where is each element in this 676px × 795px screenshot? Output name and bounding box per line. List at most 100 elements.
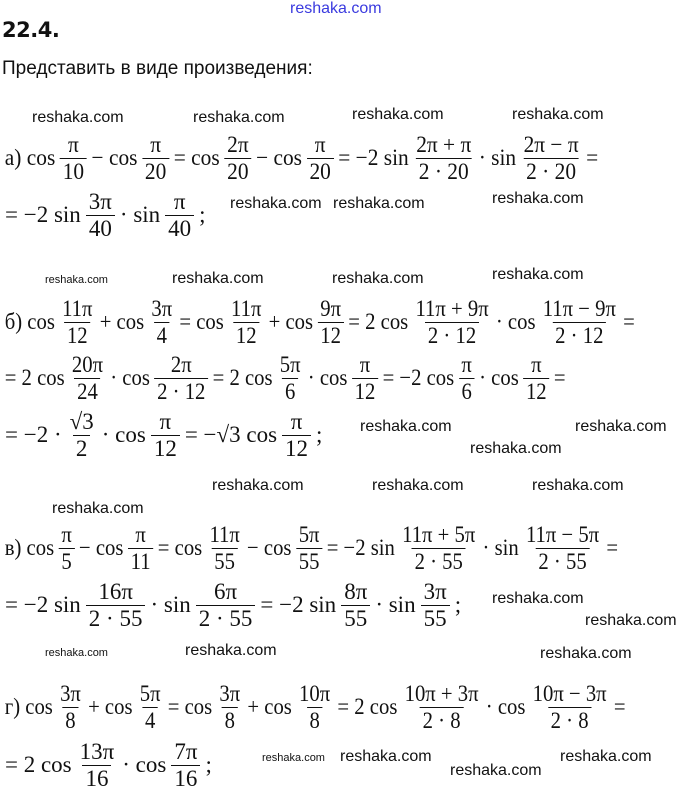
math-text: ; xyxy=(316,422,323,447)
fraction: 10π 8 xyxy=(296,681,333,734)
denominator: 12 xyxy=(282,434,312,462)
denominator: 8 xyxy=(62,706,79,734)
numerator: 11π xyxy=(62,295,93,321)
math-text: = xyxy=(623,309,635,334)
math-text: − cos xyxy=(247,535,292,560)
watermark: reshaka.com xyxy=(185,642,277,659)
denominator: 6 xyxy=(458,377,475,405)
fraction: 8π 55 xyxy=(341,578,371,632)
numerator: 5π xyxy=(139,680,161,706)
numerator: 5π xyxy=(279,351,301,377)
math-text: · cos xyxy=(307,365,348,390)
numerator: 7π xyxy=(174,738,198,764)
numerator: 3π xyxy=(60,680,81,706)
numerator: 11π + 5π xyxy=(402,521,476,547)
watermark: reshaka.com xyxy=(332,270,424,287)
fraction: 10π − 3π 2 · 8 xyxy=(530,681,609,734)
fraction: 11π − 9π 2 · 12 xyxy=(540,296,619,349)
denominator: 16 xyxy=(82,764,112,792)
math-text: · cos xyxy=(485,694,526,719)
math-text: · sin xyxy=(478,145,517,170)
numerator: π xyxy=(359,351,371,377)
watermark: reshaka.com xyxy=(45,647,108,659)
fraction: 10π + 3π 2 · 8 xyxy=(402,681,481,734)
fraction: √3 2 xyxy=(67,409,97,462)
fraction: 3π 8 xyxy=(217,681,243,734)
math-line-c-2: = −2 sin 16π 2 · 55 · sin 6π 2 · 55 = −2 sin 8π… xyxy=(2,575,464,635)
denominator: 20 xyxy=(224,157,252,185)
math-text: · sin xyxy=(482,535,519,560)
denominator: 40 xyxy=(165,214,195,242)
math-text: = −2 sin xyxy=(5,592,81,617)
fraction: 3π 8 xyxy=(57,681,83,734)
denominator: 12 xyxy=(64,321,91,349)
denominator: 2 xyxy=(72,434,91,462)
math-text: − cos xyxy=(256,145,302,170)
watermark: reshaka.com xyxy=(45,274,108,286)
math-line-a-1: а) cos π 10− cos π 20 = cos 2π 20− cos π 20 = −2 s… xyxy=(2,128,601,188)
watermark: reshaka.com xyxy=(532,477,624,494)
math-text: = 2 cos xyxy=(212,365,273,390)
denominator: 2 · 12 xyxy=(154,377,209,405)
watermark: reshaka.com xyxy=(32,109,124,126)
math-text: = cos xyxy=(157,535,203,560)
numerator: 2π xyxy=(170,351,192,377)
denominator: 2 · 55 xyxy=(85,604,146,632)
denominator: 16 xyxy=(171,764,201,792)
denominator: 2 · 12 xyxy=(552,321,607,349)
numerator: π xyxy=(173,188,186,214)
fraction: π 11 xyxy=(127,522,154,575)
numerator: 11π xyxy=(209,521,240,547)
watermark: reshaka.com xyxy=(290,0,382,17)
math-line-b-3: = −2 · √3 2 · cos π 12 = −√3 cos π 12; xyxy=(2,405,325,465)
numerator: 8π xyxy=(344,578,368,604)
numerator: 6π xyxy=(213,578,238,604)
denominator: 24 xyxy=(74,377,101,405)
math-text: ; xyxy=(454,592,462,617)
numerator: 10π + 3π xyxy=(404,680,479,706)
numerator: 10π − 3π xyxy=(532,680,607,706)
fraction: 6π 2 · 55 xyxy=(195,578,256,632)
math-text: · sin xyxy=(150,592,191,617)
denominator: 6 xyxy=(282,377,299,405)
denominator: 12 xyxy=(317,321,344,349)
denominator: 10 xyxy=(59,157,87,185)
math-text: − cos xyxy=(79,535,124,560)
numerator: 11π + 9π xyxy=(415,295,489,321)
math-text: + cos xyxy=(99,309,145,334)
watermark: reshaka.com xyxy=(360,418,452,435)
watermark: reshaka.com xyxy=(340,748,432,765)
math-text: + cos xyxy=(247,694,292,719)
math-text: + cos xyxy=(88,694,133,719)
denominator: 2 · 20 xyxy=(415,157,472,185)
math-text: = 2 cos xyxy=(348,309,409,334)
numerator: π xyxy=(290,408,303,434)
math-line-c-1: в) cos π 5− cos π 11 = cos 11π 55− cos 5π 55 = −2 … xyxy=(2,518,621,578)
fraction: π 12 xyxy=(282,408,312,462)
fraction: π 20 xyxy=(306,132,334,185)
math-text: = −2 sin xyxy=(260,592,337,617)
fraction: 11π 12 xyxy=(59,296,95,349)
math-line-d-2: = 2 cos 13π 16 · cos 7π 16; xyxy=(2,735,215,795)
denominator: 20 xyxy=(306,157,334,185)
watermark: reshaka.com xyxy=(230,195,322,212)
numerator: π xyxy=(531,351,542,377)
denominator: 2 · 20 xyxy=(523,157,579,185)
fraction: 3π 55 xyxy=(420,579,450,632)
fraction: π 12 xyxy=(523,351,550,405)
math-text: · cos xyxy=(101,422,146,447)
numerator: 9π xyxy=(320,295,342,321)
watermark: reshaka.com xyxy=(575,418,667,435)
math-text: = −2 sin xyxy=(338,145,409,170)
numerator: 10π xyxy=(299,680,331,706)
numerator: 13π xyxy=(79,738,115,764)
denominator: 11 xyxy=(127,547,154,575)
math-text: + cos xyxy=(268,309,314,334)
math-text: = xyxy=(586,145,599,170)
math-text: · sin xyxy=(375,592,416,617)
denominator: 8 xyxy=(221,706,238,734)
watermark: reshaka.com xyxy=(262,752,325,764)
